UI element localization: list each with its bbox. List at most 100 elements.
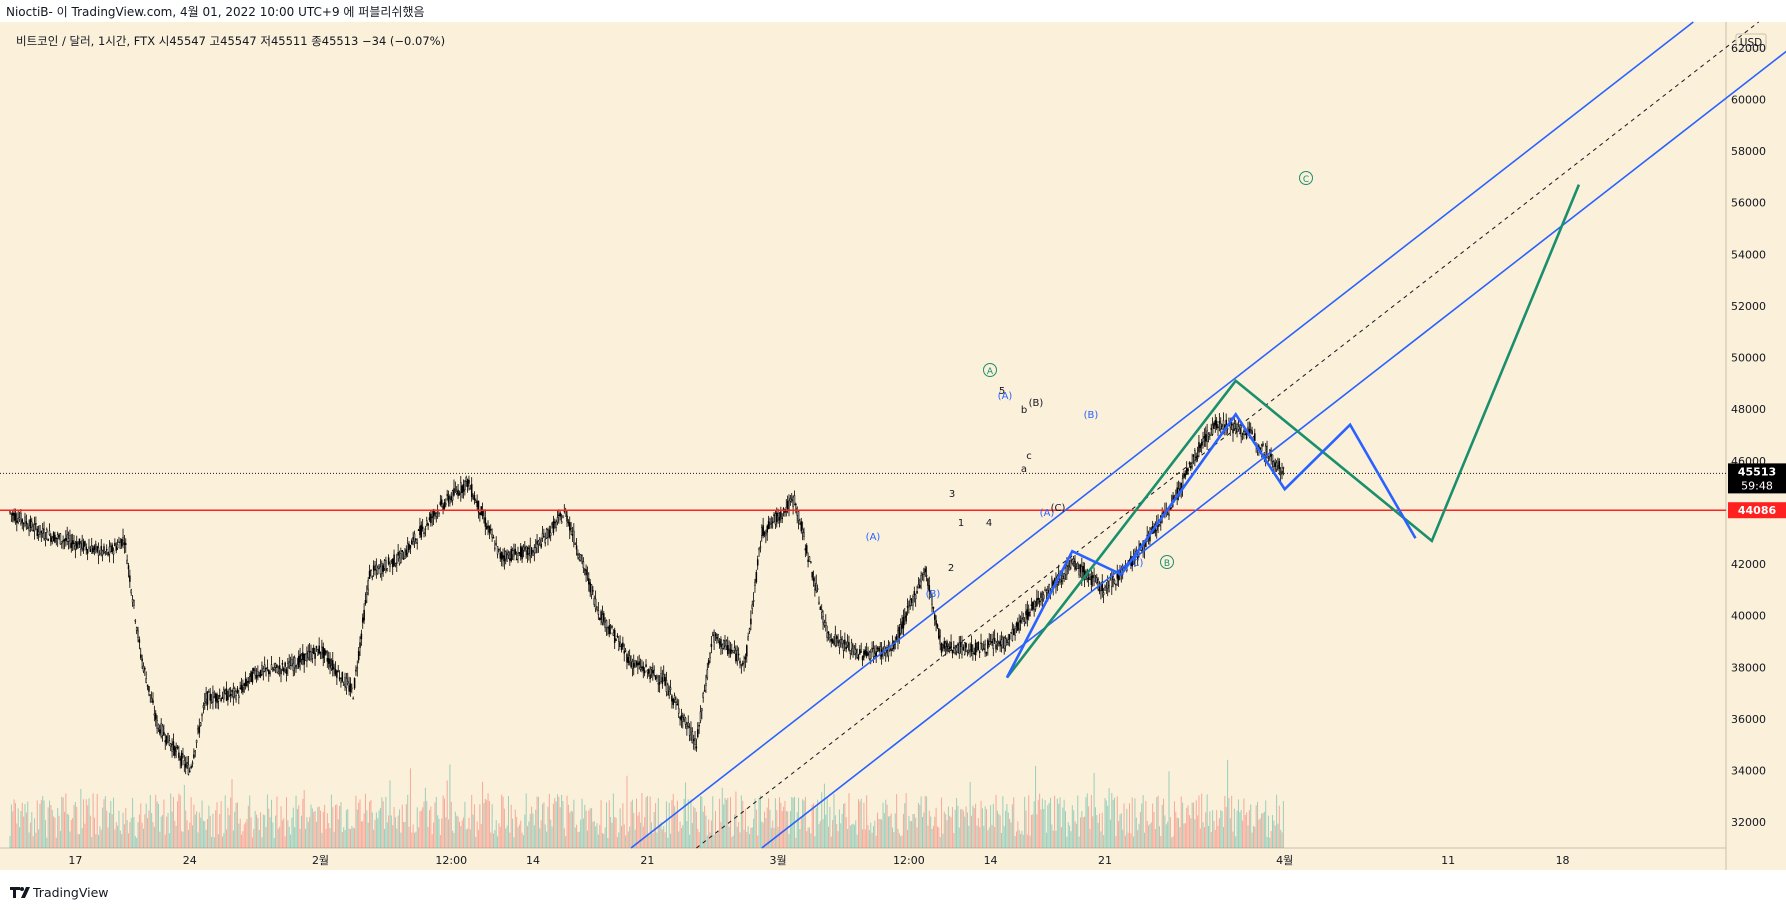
volume-bar (344, 830, 346, 848)
candle-body (943, 641, 946, 649)
volume-bar (1165, 824, 1167, 848)
candle-body (626, 654, 628, 663)
candle-body (961, 642, 963, 655)
channel-upper-line[interactable] (630, 21, 1694, 849)
candle-body (224, 690, 226, 694)
volume-bar (1250, 804, 1252, 848)
currency-box[interactable] (1735, 33, 1767, 51)
candle-body (1282, 467, 1285, 469)
volume-bar (949, 815, 951, 848)
candle-body (963, 641, 966, 655)
candle-body (415, 538, 417, 541)
volume-bar (123, 824, 125, 848)
volume-bar (1126, 808, 1128, 848)
blue-wave-projection[interactable] (1005, 412, 1417, 679)
volume-bar (1265, 800, 1267, 848)
volume-bar (857, 799, 859, 848)
volume-bar (473, 804, 475, 848)
volume-bar (660, 822, 662, 848)
candle-body (54, 535, 56, 543)
candle-body (408, 543, 410, 550)
volume-bar (630, 801, 632, 848)
candle-body (716, 636, 718, 639)
candle-body (288, 661, 290, 663)
candle-body (1198, 442, 1200, 453)
volume-bar (934, 816, 936, 848)
volume-bar (826, 798, 828, 848)
candle-body (874, 653, 876, 657)
volume-bar (1013, 797, 1015, 848)
time-tick-label: 21 (1098, 854, 1112, 867)
volume-bar (13, 799, 15, 848)
tradingview-logo[interactable]: TradingView (10, 885, 109, 900)
volume-bar (1071, 805, 1073, 848)
candle-body (771, 521, 774, 524)
candle-body (197, 728, 199, 731)
volume-bar (674, 806, 676, 848)
plot-area[interactable] (0, 22, 1726, 848)
blue-label-b1: (B) (926, 589, 941, 600)
candle-body (142, 665, 145, 672)
volume-bar (204, 821, 206, 848)
candle-body (1196, 455, 1199, 457)
volume-bar (830, 836, 832, 848)
volume-bar (62, 797, 64, 848)
candle-body (445, 503, 447, 505)
volume-bar (656, 832, 658, 848)
candle-body (736, 649, 739, 661)
channel-lower-line[interactable] (761, 22, 1786, 849)
candle-body (321, 646, 323, 655)
candle-body (212, 692, 214, 703)
candle-body (1079, 564, 1082, 573)
candle-body (202, 705, 205, 708)
volume-bar (1277, 823, 1279, 848)
candle-body (871, 647, 873, 650)
volume-bar (430, 806, 432, 848)
candle-body (701, 708, 703, 712)
volume-bar (596, 823, 598, 848)
volume-bar (682, 825, 684, 848)
volume-bar (1035, 766, 1037, 848)
blue-wave-labels: (A) (B) (A) (B) (C) (A) (B) (C) (866, 391, 1144, 600)
time-axis-panel[interactable] (0, 848, 1726, 870)
volume-bar (133, 816, 135, 848)
candle-body (164, 740, 167, 743)
volume-bar (261, 837, 263, 848)
candle-body (944, 643, 947, 648)
volume-bar (625, 835, 627, 848)
candle-body (216, 694, 218, 704)
candle-body (362, 617, 364, 623)
candle-body (178, 752, 180, 758)
candle-body (919, 584, 921, 588)
volume-bar (412, 824, 414, 848)
volume-bar (492, 833, 494, 848)
price-axis-panel[interactable] (1726, 22, 1786, 870)
channel-median-line[interactable] (696, 21, 1759, 849)
candle-body (962, 646, 965, 650)
volume-bar (569, 812, 571, 848)
volume-bar (44, 820, 46, 848)
volume-bar (57, 807, 59, 848)
volume-bar (1037, 800, 1039, 848)
volume-bar (355, 795, 357, 848)
green-wave-projection[interactable] (1005, 184, 1581, 679)
candle-body (208, 691, 210, 693)
candle-body (496, 546, 499, 555)
volume-bar (1092, 816, 1094, 848)
volume-bar (256, 814, 258, 848)
volume-bar (54, 817, 56, 848)
candle-body (420, 524, 423, 538)
volume-bar (811, 805, 813, 848)
candle-body (803, 532, 805, 537)
candle-body (834, 633, 837, 646)
volume-bar (671, 800, 673, 848)
candle-body (525, 546, 527, 552)
volume-bar (781, 811, 783, 848)
candle-body (396, 561, 398, 564)
volume-bar (687, 799, 689, 848)
volume-bar (588, 810, 590, 848)
volume-bar (552, 803, 554, 848)
volume-bar (979, 827, 981, 848)
volume-bar (913, 814, 915, 848)
